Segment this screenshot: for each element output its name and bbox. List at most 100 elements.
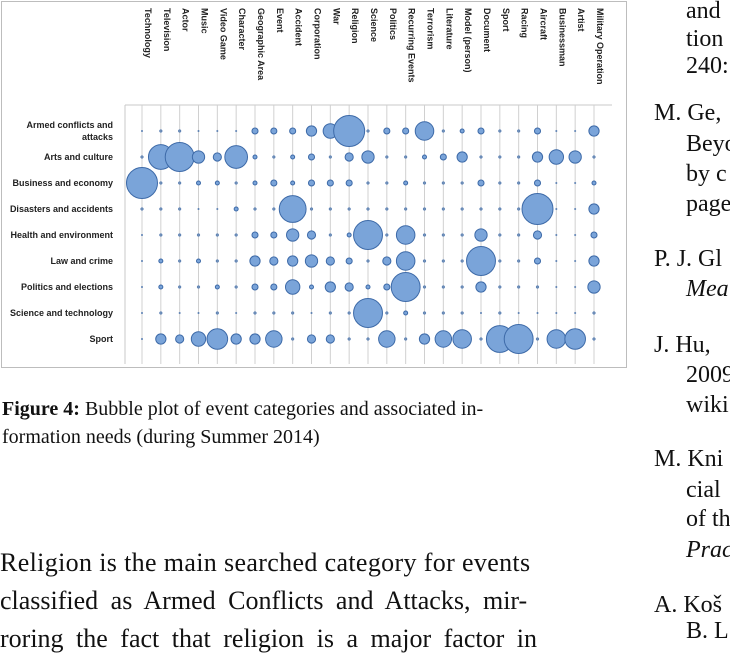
bubble <box>498 285 502 289</box>
bubble <box>498 259 502 263</box>
bubble <box>196 285 201 289</box>
bubble <box>517 181 521 185</box>
bubble <box>272 207 276 211</box>
bubble <box>555 260 558 263</box>
bubble <box>159 181 163 185</box>
bubble <box>441 207 445 211</box>
bubble <box>175 334 185 344</box>
row-label: Arts and culture <box>44 152 113 162</box>
bubble <box>591 180 597 186</box>
row-label: Armed conflicts and <box>26 120 113 130</box>
bubble <box>289 127 297 135</box>
bubble <box>555 181 558 184</box>
bubble <box>328 311 332 315</box>
bubble <box>270 231 278 239</box>
bubble <box>235 312 238 315</box>
bubble <box>439 153 447 161</box>
bubble <box>305 125 318 137</box>
bubble <box>224 145 249 169</box>
bubble <box>555 312 558 315</box>
caption-line-2: formation needs (during Summer 2014) <box>2 426 320 448</box>
bubble <box>390 272 421 302</box>
bubble <box>378 330 396 348</box>
bubble <box>333 115 366 147</box>
bubble <box>555 233 558 236</box>
bubble <box>477 127 485 135</box>
bubble <box>422 154 427 160</box>
bubble <box>347 337 351 341</box>
figure-caption: Figure 4: Bubble plot of event categorie… <box>2 395 612 451</box>
bubble <box>404 337 408 341</box>
column-label: Racing <box>520 8 530 38</box>
bubble <box>325 256 335 266</box>
bubble <box>251 231 259 239</box>
bubble <box>178 129 182 133</box>
bubble <box>517 155 521 159</box>
bubble <box>214 284 220 290</box>
bubble <box>270 179 278 187</box>
bubble <box>385 207 389 211</box>
bubble <box>155 333 167 345</box>
bubble <box>234 285 238 289</box>
bubble <box>196 180 201 186</box>
bubble <box>533 257 542 265</box>
reference-fragment: Prac <box>686 537 730 563</box>
bubble <box>533 127 542 135</box>
bubble <box>347 207 351 211</box>
bubble <box>272 155 276 159</box>
bubble <box>346 232 352 238</box>
bubble <box>574 260 577 263</box>
bubble <box>140 155 144 159</box>
bubble <box>477 179 485 187</box>
row-label: attacks <box>82 132 113 142</box>
bubble <box>587 280 601 294</box>
reference-fragment: by c <box>686 161 727 187</box>
bubble <box>555 129 558 132</box>
bubble <box>414 121 435 141</box>
bubble <box>517 259 521 263</box>
bubble <box>403 180 409 186</box>
column-label: Religion <box>350 8 360 44</box>
bubble <box>460 311 464 315</box>
bubble <box>309 284 314 290</box>
bubble <box>158 258 164 264</box>
column-label: Event <box>275 8 285 33</box>
column-label: War <box>331 8 341 25</box>
bubble <box>498 155 502 159</box>
bubble <box>546 329 567 349</box>
row-label: Health and environment <box>10 230 113 240</box>
bubble <box>196 233 201 237</box>
bubble <box>307 179 316 187</box>
bubble <box>422 311 427 315</box>
caption-label: Figure 4: <box>2 398 80 420</box>
bubble <box>253 207 257 211</box>
bubble <box>479 337 483 341</box>
bubble <box>555 286 558 289</box>
bubble <box>588 125 600 137</box>
reference-fragment: cial <box>686 477 721 503</box>
bubble <box>212 152 222 162</box>
bubble <box>252 180 258 186</box>
bubble <box>216 129 219 132</box>
bubble <box>521 193 554 225</box>
bubble <box>366 181 370 185</box>
column-label: Model (person) <box>463 8 473 73</box>
bubble <box>366 259 370 263</box>
bubble <box>517 207 521 211</box>
bubble <box>535 285 540 289</box>
column-label: Aircraft <box>539 8 549 40</box>
bubble <box>535 337 540 341</box>
bubble <box>383 283 391 291</box>
reference-fragment: B. L <box>686 618 729 644</box>
bubble <box>548 149 565 165</box>
bubble <box>140 233 143 236</box>
bubble <box>568 150 582 164</box>
bubble <box>159 311 163 315</box>
bubble <box>460 259 464 263</box>
bubble <box>191 150 206 164</box>
bubble <box>178 233 182 237</box>
bubble <box>460 233 464 237</box>
bubble <box>234 181 238 185</box>
bubble <box>422 233 427 237</box>
bubble <box>592 311 596 315</box>
